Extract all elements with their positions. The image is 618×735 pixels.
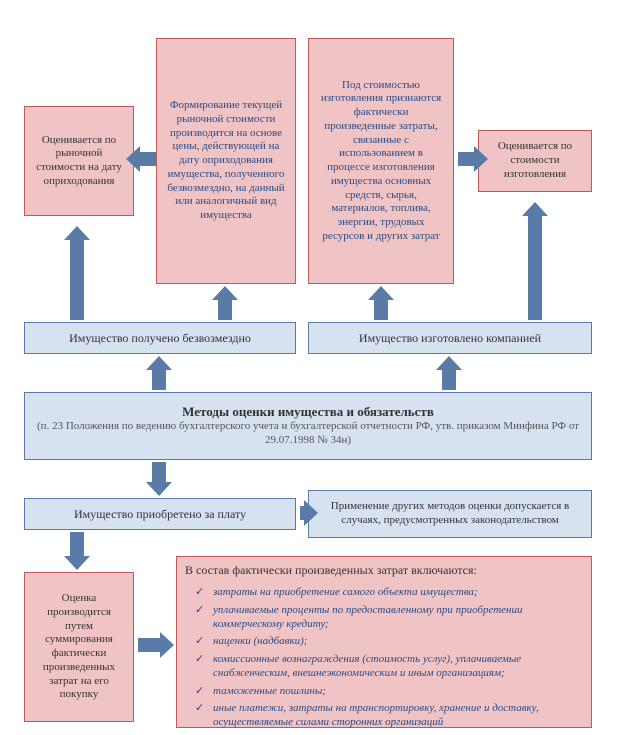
box-market-value-formation: Формирование текущей рыночной стоимости … xyxy=(156,38,296,284)
arrow-icon xyxy=(374,298,388,320)
list-item: наценки (надбавки); xyxy=(195,635,583,649)
center-subtitle: (п. 23 Положения по ведению бухгалтерско… xyxy=(33,420,583,448)
box-manufacturing-cost-def: Под стоимостью изготовления признаются ф… xyxy=(308,38,454,284)
arrow-icon xyxy=(442,368,456,390)
box-purchased: Имущество приобретено за плату xyxy=(24,498,296,530)
box-evaluation-by-sum: Оценка производится путем суммирования ф… xyxy=(24,572,134,722)
box-evaluated-market-value: Оценивается по рыночной стоимости на дат… xyxy=(24,106,134,216)
list-item: таможенные пошлины; xyxy=(195,685,583,699)
list-item: затраты на приобретение самого объекта и… xyxy=(195,586,583,600)
box-evaluated-manufacturing-cost: Оценивается по стоимости изготовления xyxy=(478,130,592,192)
arrow-icon xyxy=(458,152,476,166)
cost-list-items: затраты на приобретение самого объекта и… xyxy=(185,586,583,730)
list-item: комиссионные вознаграждения (стоимость у… xyxy=(195,653,583,681)
box-received-free: Имущество получено безвозмездно xyxy=(24,322,296,354)
cost-list-header: В состав фактически произведенных затрат… xyxy=(185,563,583,578)
arrow-icon xyxy=(138,638,162,652)
list-item: уплачиваемые проценты по предоставленном… xyxy=(195,604,583,632)
arrow-icon xyxy=(138,152,156,166)
arrow-icon xyxy=(528,214,542,320)
center-title: Методы оценки имущества и обязательств xyxy=(182,404,434,420)
arrow-icon xyxy=(300,506,306,520)
arrow-icon xyxy=(152,368,166,390)
box-other-methods: Применение других методов оценки допуска… xyxy=(308,490,592,538)
box-manufactured: Имущество изготовлено компанией xyxy=(308,322,592,354)
arrow-icon xyxy=(70,532,84,558)
arrow-icon xyxy=(218,298,232,320)
arrow-icon xyxy=(70,238,84,320)
box-cost-composition: В состав фактически произведенных затрат… xyxy=(176,556,592,728)
cost-list: В состав фактически произведенных затрат… xyxy=(185,563,583,734)
arrow-icon xyxy=(152,462,166,484)
list-item: иные платежи, затраты на транспортировку… xyxy=(195,702,583,730)
box-center-methods: Методы оценки имущества и обязательств (… xyxy=(24,392,592,460)
